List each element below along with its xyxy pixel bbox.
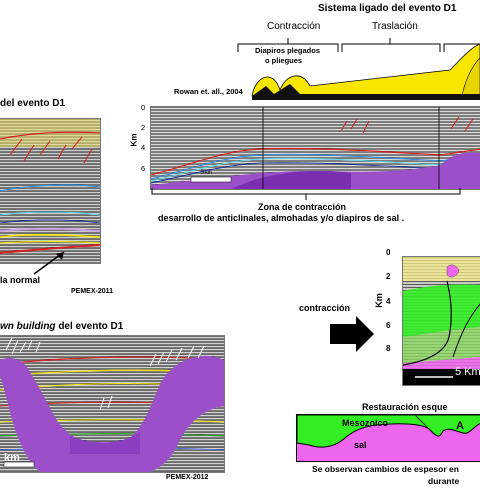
marker-a-label: A	[456, 420, 464, 432]
salt-label: sal	[354, 440, 367, 450]
conceptual-section	[237, 38, 480, 100]
mid-axis-tick: 0	[386, 248, 391, 257]
mid-axis-tick: 2	[386, 272, 391, 281]
contraction-arrow-icon	[330, 316, 374, 352]
top-caption-line-2: desarrollo de anticlinales, almohadas y/…	[158, 213, 405, 223]
restoration-caption-line-1: Se observan cambios de espesor en	[312, 464, 459, 474]
top-axis-tick: 4	[141, 143, 146, 152]
phase-translation-label: Traslación	[372, 21, 418, 32]
top-axis-tick: 0	[141, 103, 146, 112]
mid-axis-tick: 8	[386, 344, 391, 353]
mesozoic-label: Mesozoico	[342, 418, 389, 428]
mid-right-scale-bar-label: 5 Km	[455, 366, 480, 378]
top-left-credit: PEMEX-2011	[71, 288, 114, 295]
seismic-section-mid-right	[402, 256, 480, 386]
top-axis-unit: Km	[129, 133, 139, 147]
mid-left-title-italic: wn building	[0, 321, 56, 332]
contraction-arrow-label: contracción	[299, 303, 351, 313]
top-scale-bar-label: 5 km	[201, 170, 212, 176]
seismic-section-top-right	[150, 106, 480, 190]
arrow-icon	[33, 251, 65, 275]
mid-axis-unit: Km	[373, 293, 384, 308]
mid-left-title: wn building del evento D1	[0, 322, 123, 332]
top-axis-tick: 6	[141, 164, 146, 173]
diapir-label-line-2: o pliegues	[265, 56, 303, 65]
diapir-label-line-1: Diapiros plegados	[255, 46, 321, 55]
seismic-section-mid-left	[0, 335, 225, 473]
system-title: Sistema ligado del evento D1	[318, 3, 457, 14]
phase-contraction-label: Contracción	[267, 21, 321, 32]
fault-label: la normal	[0, 275, 41, 285]
caption-bracket	[151, 188, 461, 200]
mid-left-title-rest: del evento D1	[55, 321, 124, 332]
mid-axis-tick: 6	[386, 321, 391, 330]
mid-axis-tick: 4	[386, 297, 391, 306]
citation: Rowan et. all., 2004	[174, 87, 243, 96]
mid-left-scale-bar-label: km	[4, 452, 20, 464]
restoration-panel	[296, 414, 480, 462]
restoration-caption-line-2: durante	[428, 476, 460, 486]
seismic-section-top-left	[0, 118, 101, 264]
restoration-title: Restauración esque	[362, 402, 448, 412]
mid-left-credit: PEMEX-2012	[166, 474, 209, 481]
top-left-title: del evento D1	[0, 98, 66, 109]
top-caption-line-1: Zona de contracción	[258, 202, 347, 212]
top-axis-tick: 2	[141, 123, 146, 132]
